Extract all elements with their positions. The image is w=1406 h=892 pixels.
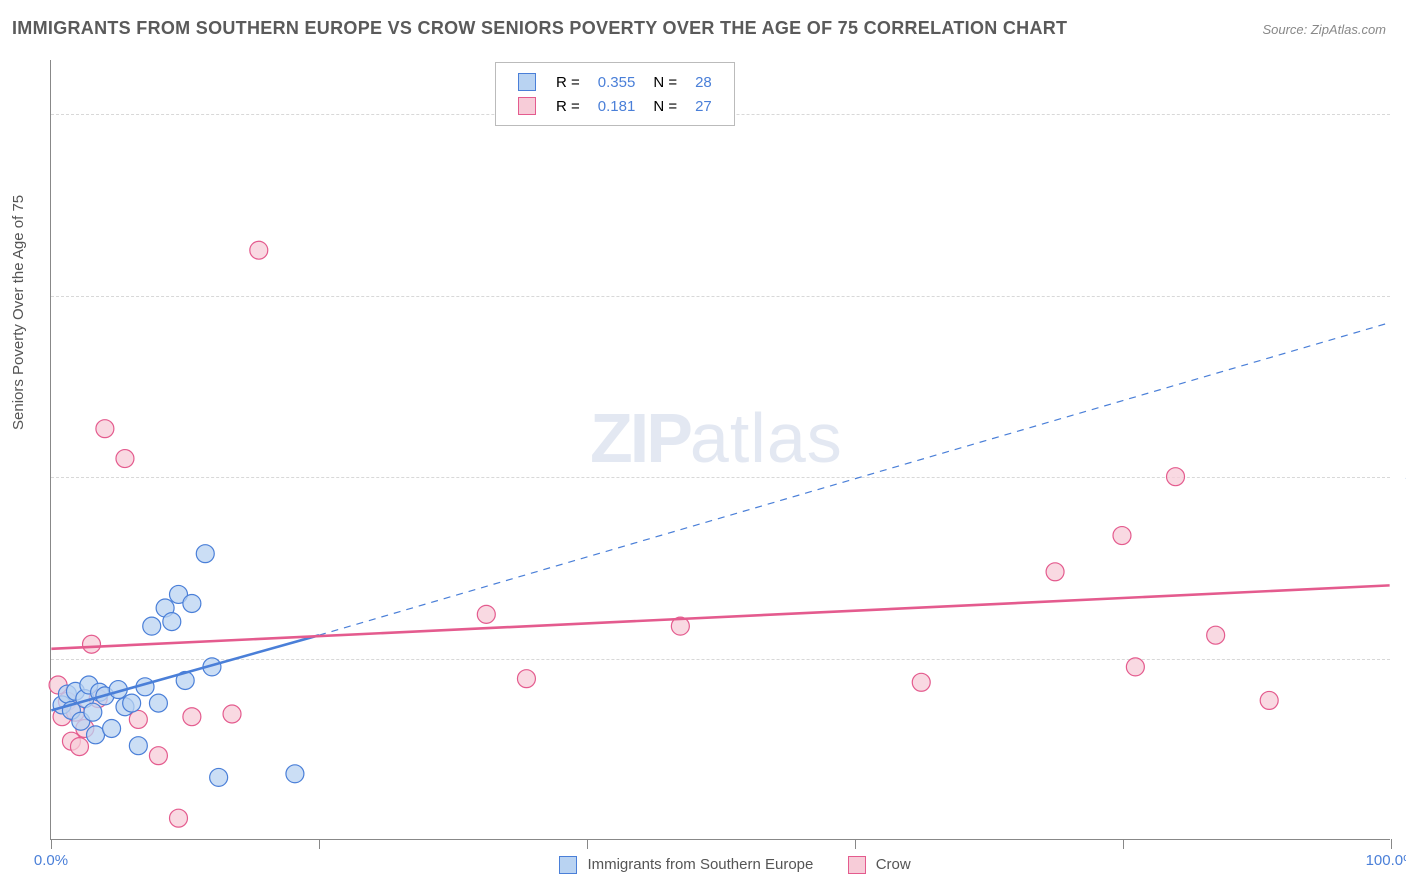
y-axis-label: Seniors Poverty Over the Age of 75 [10, 195, 27, 430]
x-tick [1123, 839, 1124, 849]
legend-swatch-series2 [518, 97, 536, 115]
data-point [87, 726, 105, 744]
data-point [129, 737, 147, 755]
data-point [143, 617, 161, 635]
data-point [1207, 626, 1225, 644]
chart-title: IMMIGRANTS FROM SOUTHERN EUROPE VS CROW … [12, 18, 1067, 39]
data-point [1046, 563, 1064, 581]
source-label: Source: ZipAtlas.com [1262, 22, 1386, 37]
data-point [170, 809, 188, 827]
data-point [123, 694, 141, 712]
data-point [250, 241, 268, 259]
data-point [210, 768, 228, 786]
data-point [477, 605, 495, 623]
r-value-1: 0.355 [590, 71, 644, 93]
x-tick [51, 839, 52, 849]
n-value-2: 27 [687, 95, 720, 117]
data-point [1126, 658, 1144, 676]
legend-series: Immigrants from Southern Europe Crow [50, 856, 1390, 874]
data-point [70, 738, 88, 756]
data-point [116, 450, 134, 468]
data-point [1113, 527, 1131, 545]
legend-correlation: R = 0.355 N = 28 R = 0.181 N = 27 [495, 62, 735, 126]
trend-line [319, 323, 1390, 636]
n-label: N = [653, 98, 677, 115]
legend-label-2: Crow [876, 856, 911, 873]
data-point [103, 720, 121, 738]
data-point [149, 747, 167, 765]
data-point [183, 708, 201, 726]
data-point [183, 594, 201, 612]
data-point [196, 545, 214, 563]
data-point [84, 703, 102, 721]
data-point [517, 670, 535, 688]
data-point [1260, 691, 1278, 709]
legend-swatch-series1 [518, 73, 536, 91]
n-value-1: 28 [687, 71, 720, 93]
data-point [149, 694, 167, 712]
chart-frame: 20.0%40.0%60.0%80.0% 0.0%100.0% [50, 60, 1390, 840]
x-tick [587, 839, 588, 849]
r-label: R = [556, 98, 580, 115]
legend-swatch-series1 [559, 856, 577, 874]
legend-swatch-series2 [848, 856, 866, 874]
r-label: R = [556, 74, 580, 91]
x-tick [855, 839, 856, 849]
trend-line [51, 585, 1389, 648]
data-point [286, 765, 304, 783]
data-point [96, 420, 114, 438]
data-point [163, 613, 181, 631]
r-value-2: 0.181 [590, 95, 644, 117]
n-label: N = [653, 74, 677, 91]
legend-label-1: Immigrants from Southern Europe [587, 856, 813, 873]
scatter-plot [51, 60, 1390, 839]
data-point [912, 673, 930, 691]
data-point [1167, 468, 1185, 486]
data-point [83, 635, 101, 653]
x-tick [1391, 839, 1392, 849]
x-tick [319, 839, 320, 849]
data-point [223, 705, 241, 723]
